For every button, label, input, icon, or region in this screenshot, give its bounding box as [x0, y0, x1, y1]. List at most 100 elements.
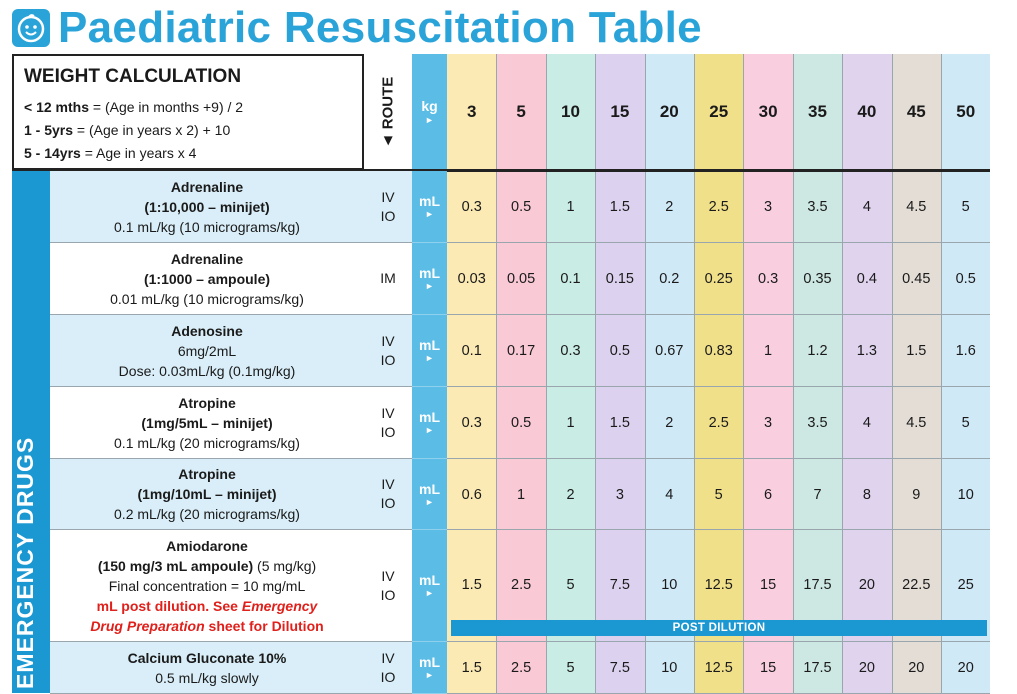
route-cell: IV IO [364, 315, 412, 387]
drug-name: Atropine [178, 466, 236, 482]
dose-value: 0.05 [506, 271, 536, 287]
dose-value: 10 [957, 486, 974, 503]
dose-value: 5 [566, 577, 575, 593]
dose-value: 6 [764, 486, 773, 503]
dose-value: 2 [566, 486, 575, 503]
weight-header: 15 [610, 102, 630, 121]
dose-value: 7 [813, 486, 822, 503]
kg-header: kg ► [412, 54, 447, 170]
dose-value: 12.5 [704, 577, 733, 593]
weight-header: 20 [659, 102, 679, 121]
drug-concentration: (1:10,000 – minijet) [144, 198, 270, 215]
dose-value: 7.5 [609, 660, 630, 676]
drug-name: Atropine [178, 394, 236, 411]
weight-header: 10 [561, 102, 580, 121]
weight-column [595, 54, 645, 693]
weight-calc-title: WEIGHT CALCULATION [24, 66, 242, 87]
weight-calculation-box: WEIGHT CALCULATION < 12 mths = (Age in m… [12, 54, 364, 170]
weight-column [941, 54, 991, 693]
dose-value: 0.4 [856, 271, 877, 287]
drug-name: Calcium Gluconate 10% [127, 649, 287, 666]
row-divider [447, 242, 990, 243]
drug-name: Adrenaline [170, 250, 244, 267]
dose-value: 0.3 [461, 199, 482, 215]
drug-cell: Adrenaline (1:1000 – ampoule) 0.01 mL/kg (… [50, 243, 364, 315]
dose-value: 0.17 [506, 343, 536, 359]
drug-note: Drug Preparation sheet for Dilution [90, 617, 324, 634]
drug-note: mL post dilution. See Emergency [96, 597, 318, 614]
route-cell: IV IO [364, 642, 412, 694]
column-divider [941, 54, 942, 693]
dose-value: 0.5 [511, 199, 532, 215]
row-divider [447, 529, 990, 530]
dose-value: 15 [760, 577, 777, 593]
weight-header: 50 [956, 102, 976, 121]
weight-column [644, 54, 694, 693]
drug-concentration: (1mg/10mL – minijet) [137, 486, 277, 502]
dose-value: 15 [760, 660, 777, 676]
dose-value: 0.3 [461, 415, 482, 431]
dose-value: 3.5 [807, 199, 828, 215]
header-divider [12, 169, 990, 172]
drug-dose: 0.1 mL/kg (20 micrograms/kg) [114, 434, 300, 451]
weight-column [743, 54, 793, 693]
dose-value: 3 [764, 415, 773, 431]
dose-value: 4.5 [906, 199, 927, 215]
drug-dose: 0.5 mL/kg slowly [155, 669, 259, 686]
column-divider [743, 54, 745, 693]
route-cell: IV IO [364, 171, 412, 243]
weight-header: 45 [906, 102, 926, 121]
weight-header: 5 [516, 102, 526, 121]
dose-value: 4 [665, 486, 674, 503]
weight-header: 25 [709, 102, 729, 121]
ml-unit-cell: mL ► [412, 171, 447, 243]
dose-value: 0.45 [902, 271, 931, 287]
row-divider [447, 386, 990, 387]
dose-value: 5 [566, 660, 575, 676]
column-divider [496, 54, 498, 693]
dose-value: 20 [908, 660, 925, 676]
weight-calc-line: 1 - 5yrs = (Age in years x 2) + 10 [24, 122, 231, 138]
drug-dose: 0.01 mL/kg (10 micrograms/kg) [110, 290, 304, 307]
ml-unit-cell: mL ► [412, 387, 447, 459]
column-divider [644, 54, 646, 693]
route-cell: IV IO [364, 530, 412, 642]
dose-value: 0.03 [457, 271, 486, 287]
dose-value: 22.5 [902, 577, 931, 593]
dose-value: 3 [764, 199, 773, 215]
dose-value: 10 [661, 577, 678, 593]
dose-value: 4 [862, 199, 871, 215]
column-divider [595, 54, 597, 693]
dose-value: 1 [566, 415, 575, 431]
dose-value: 0.5 [955, 271, 976, 287]
weight-column [694, 54, 744, 693]
dose-value: 17.5 [803, 660, 832, 676]
dose-value: 0.5 [511, 415, 532, 431]
dose-value: 10 [661, 660, 678, 676]
drug-concentration: 6mg/2mL [177, 342, 237, 359]
drug-cell: Calcium Gluconate 10% 0.5 mL/kg slowly [50, 642, 364, 694]
dose-value: 1.2 [807, 343, 828, 359]
drug-dose: Final concentration = 10 mg/mL [108, 577, 306, 594]
dose-value: 0.6 [461, 486, 482, 503]
post-dilution-banner: POST DILUTION [451, 620, 987, 636]
dose-value: 0.15 [605, 271, 634, 287]
dose-value: 25 [957, 577, 974, 593]
dose-value: 4 [862, 415, 871, 431]
dose-value: 2 [665, 199, 674, 215]
dose-value: 0.3 [758, 271, 779, 287]
dose-value: 0.83 [704, 343, 733, 359]
dose-value: 2.5 [708, 415, 729, 431]
dose-value: 3.5 [807, 415, 828, 431]
drug-cell: Adenosine 6mg/2mL Dose: 0.03mL/kg (0.1mg/k… [50, 315, 364, 387]
route-cell: IV IO [364, 387, 412, 459]
drug-dose: 0.2 mL/kg (20 micrograms/kg) [114, 506, 300, 522]
ml-unit-cell: mL ► [412, 315, 447, 387]
weight-column [792, 54, 843, 693]
dose-value: 0.5 [609, 343, 630, 359]
route-cell: IM [364, 243, 412, 315]
dose-value: 5 [961, 199, 970, 215]
weight-header: 30 [758, 102, 778, 121]
drug-cell: Atropine (1mg/5mL – minijet) 0.1 mL/kg (20… [50, 387, 364, 459]
column-divider [545, 54, 547, 693]
